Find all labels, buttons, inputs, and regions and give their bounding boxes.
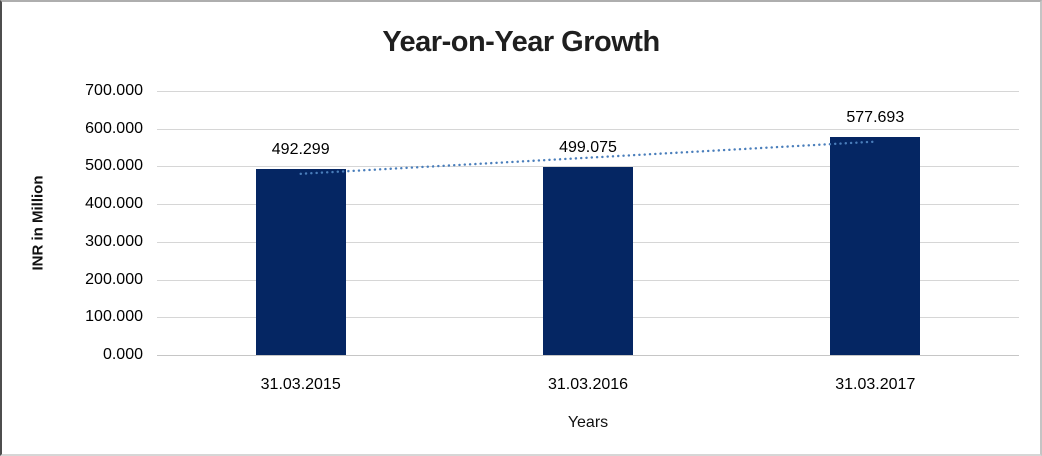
chart-title: Year-on-Year Growth — [382, 26, 660, 58]
y-tick-label: 300.000 — [85, 232, 143, 250]
y-tick-label: 200.000 — [85, 270, 143, 288]
y-axis-tick-labels: 0.000 100.000 200.000 300.000 400.000 500.000… — [32, 82, 143, 363]
x-tick-label: 31.03.2017 — [835, 376, 916, 393]
y-tick-label: 700.000 — [85, 82, 143, 99]
gridline — [157, 128, 1019, 130]
bar-31.03.2015 — [255, 169, 346, 355]
y-tick-label: 100.000 — [85, 308, 143, 326]
y-tick-label: 500.000 — [85, 157, 143, 175]
bar-31.03.2017 — [830, 137, 921, 355]
gridline — [157, 355, 1019, 356]
plot-area: 492.299 499.075 577.693 — [157, 91, 1019, 356]
y-tick-label: 0.000 — [102, 346, 143, 363]
x-axis-title: Years — [567, 414, 609, 431]
bar-value-label: 499.075 — [559, 138, 617, 156]
y-tick-label: 400.000 — [85, 195, 143, 213]
bar-value-label: 577.693 — [846, 109, 905, 127]
bar-value-label: 492.299 — [271, 141, 330, 159]
bar-31.03.2016 — [543, 166, 633, 355]
x-tick-label: 31.03.2016 — [547, 376, 629, 393]
x-axis-tick-labels: 31.03.2015 31.03.2016 31.03.2017 — [157, 376, 1019, 396]
x-tick-label: 31.03.2015 — [260, 376, 341, 393]
gridline — [157, 91, 1019, 92]
y-tick-label: 600.000 — [85, 119, 143, 137]
